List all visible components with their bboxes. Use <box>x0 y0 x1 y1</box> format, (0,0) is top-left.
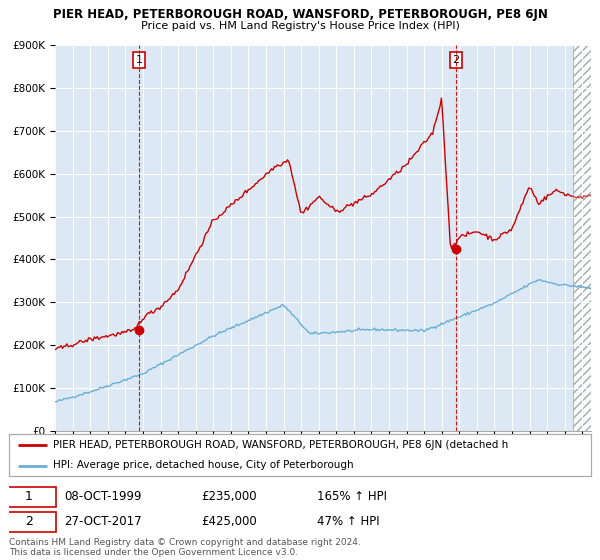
Text: 08-OCT-1999: 08-OCT-1999 <box>64 490 142 503</box>
Text: 2: 2 <box>452 55 460 65</box>
Text: 165% ↑ HPI: 165% ↑ HPI <box>317 490 388 503</box>
Text: HPI: Average price, detached house, City of Peterborough: HPI: Average price, detached house, City… <box>53 460 353 470</box>
Text: £235,000: £235,000 <box>201 490 257 503</box>
Text: 1: 1 <box>25 490 33 503</box>
Text: PIER HEAD, PETERBOROUGH ROAD, WANSFORD, PETERBOROUGH, PE8 6JN: PIER HEAD, PETERBOROUGH ROAD, WANSFORD, … <box>53 8 547 21</box>
FancyBboxPatch shape <box>2 512 56 532</box>
Bar <box>574 45 591 431</box>
Text: 1: 1 <box>136 55 142 65</box>
FancyBboxPatch shape <box>2 487 56 507</box>
Text: 47% ↑ HPI: 47% ↑ HPI <box>317 515 380 529</box>
Text: £425,000: £425,000 <box>201 515 257 529</box>
Text: Price paid vs. HM Land Registry's House Price Index (HPI): Price paid vs. HM Land Registry's House … <box>140 21 460 31</box>
Text: 27-OCT-2017: 27-OCT-2017 <box>64 515 142 529</box>
Text: Contains HM Land Registry data © Crown copyright and database right 2024.
This d: Contains HM Land Registry data © Crown c… <box>9 538 361 557</box>
Text: PIER HEAD, PETERBOROUGH ROAD, WANSFORD, PETERBOROUGH, PE8 6JN (detached h: PIER HEAD, PETERBOROUGH ROAD, WANSFORD, … <box>53 440 508 450</box>
Text: 2: 2 <box>25 515 33 529</box>
